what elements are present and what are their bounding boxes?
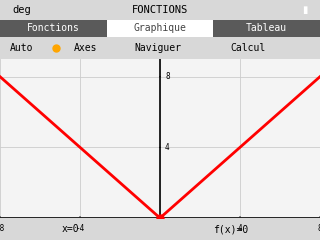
Bar <box>107 20 213 37</box>
Text: deg: deg <box>13 5 32 15</box>
Text: 4: 4 <box>238 224 242 233</box>
Text: Graphique: Graphique <box>133 23 187 33</box>
Text: 4: 4 <box>165 143 170 152</box>
Text: -8: -8 <box>0 224 4 233</box>
Text: x=0: x=0 <box>61 224 79 234</box>
Text: -4: -4 <box>76 224 84 233</box>
Text: Fonctions: Fonctions <box>27 23 80 33</box>
Text: 8: 8 <box>165 72 170 81</box>
Bar <box>0 20 107 37</box>
Text: Naviguer: Naviguer <box>134 43 181 53</box>
Text: f(x)=0: f(x)=0 <box>213 224 248 234</box>
Text: Axes: Axes <box>74 43 97 53</box>
Text: FONCTIONS: FONCTIONS <box>132 5 188 15</box>
Text: Calcul: Calcul <box>230 43 266 53</box>
Bar <box>213 20 320 37</box>
Text: 8: 8 <box>318 224 320 233</box>
Text: ▮: ▮ <box>302 5 307 15</box>
Text: Tableau: Tableau <box>246 23 287 33</box>
Text: Auto: Auto <box>10 43 33 53</box>
